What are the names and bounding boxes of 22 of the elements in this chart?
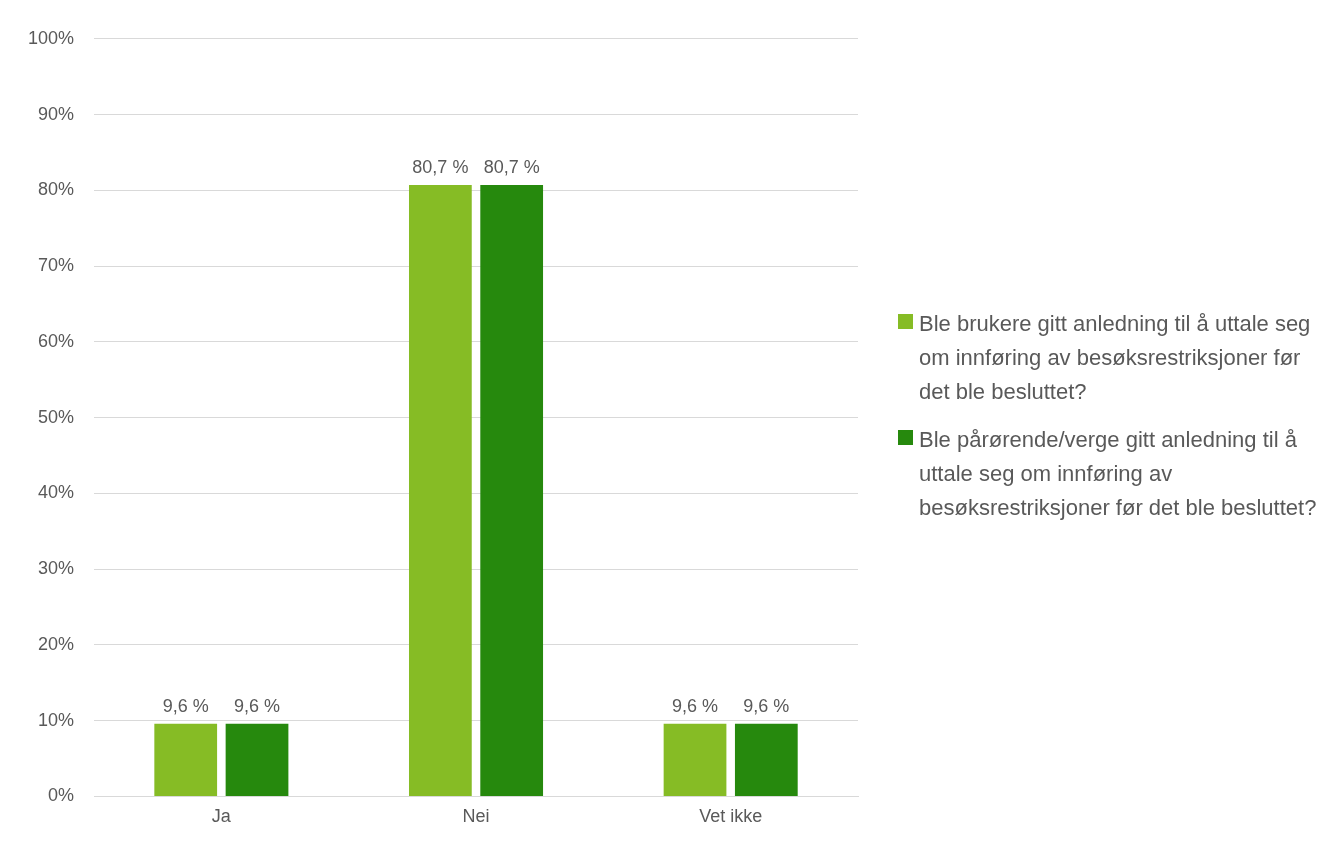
y-tick-label: 20%: [38, 633, 75, 654]
y-tick-label: 60%: [38, 330, 75, 351]
y-tick-label: 100%: [27, 27, 75, 48]
y-tick-label: 90%: [38, 103, 75, 124]
legend-label: Ble pårørende/verge gitt anledning til å uttale seg om innføring av besøksrestriksjoner før det ble besluttet?: [919, 426, 1318, 522]
data-label: 9,6 %: [672, 695, 719, 716]
y-tick-label: 50%: [38, 406, 75, 427]
y-tick-label: 70%: [38, 255, 75, 276]
data-label: 80,7 %: [483, 156, 540, 177]
data-label: 9,6 %: [743, 695, 790, 716]
x-tick-label: Ja: [211, 806, 232, 827]
x-tick-label: Vet ikke: [699, 806, 763, 827]
y-tick-label: 40%: [38, 482, 75, 503]
data-label: 80,7 %: [412, 156, 469, 177]
x-tick-label: Nei: [462, 806, 490, 827]
y-tick-label: 0%: [48, 785, 75, 806]
data-label: 9,6 %: [234, 695, 281, 716]
legend-label: Ble brukere gitt anledning til å uttale seg om innføring av besøksrestriksjoner før det ble besluttet?: [919, 310, 1312, 406]
data-label: 9,6 %: [162, 695, 209, 716]
y-tick-label: 30%: [38, 558, 75, 579]
y-tick-label: 10%: [38, 709, 75, 730]
y-tick-label: 80%: [38, 179, 75, 200]
